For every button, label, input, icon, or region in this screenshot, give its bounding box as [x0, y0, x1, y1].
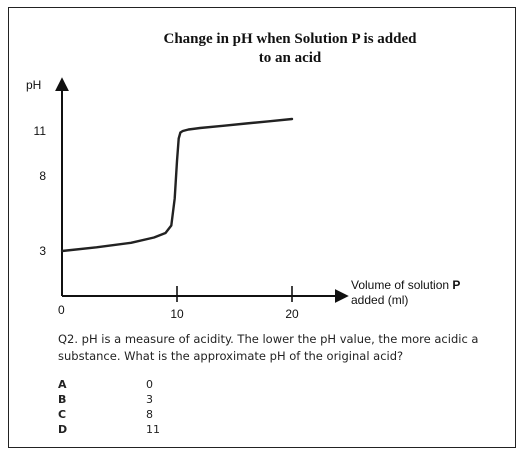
x-axis-label-line-1: Volume of solution P: [351, 278, 460, 292]
option-a[interactable]: A 0: [58, 378, 258, 393]
x-tick-label: 10: [170, 307, 184, 321]
y-tick-label: 3: [39, 244, 46, 258]
option-value: 0: [146, 378, 153, 391]
y-axis-label: pH: [26, 78, 41, 92]
question-text: Q2. pH is a measure of acidity. The lowe…: [58, 332, 479, 363]
x-axis-label-line-2: added (ml): [351, 293, 408, 307]
option-letter: D: [58, 423, 68, 436]
x-tick-label: 20: [285, 307, 299, 321]
question-card: [8, 7, 516, 448]
option-value: 8: [146, 408, 153, 421]
chart-title-line-2: to an acid: [258, 50, 322, 66]
y-tick-label: 8: [39, 169, 46, 183]
option-d[interactable]: D 11: [58, 423, 258, 438]
ph-curve-line: [60, 117, 294, 253]
option-value: 3: [146, 393, 153, 406]
y-tick-label: 11: [34, 124, 47, 138]
option-b[interactable]: B 3: [58, 393, 258, 408]
answer-options: A 0 B 3 C 8 D 11: [58, 378, 258, 438]
option-letter: B: [58, 393, 67, 406]
x-origin-label: 0: [58, 303, 65, 317]
option-letter: C: [58, 408, 67, 421]
option-value: 11: [146, 423, 160, 436]
option-c[interactable]: C 8: [58, 408, 258, 423]
chart-title-line-1: Change in pH when Solution P is added: [163, 31, 417, 47]
option-letter: A: [58, 378, 67, 391]
